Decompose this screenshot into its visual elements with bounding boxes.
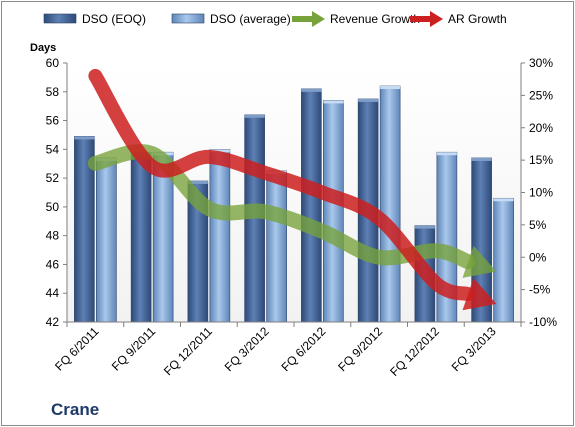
bar-top-dso-eoq-4 — [301, 88, 322, 92]
x-tick-label: FQ 9/2011 — [109, 324, 159, 374]
bar-dso-average-2 — [209, 149, 231, 323]
x-tick-label: FQ 6/2012 — [279, 324, 329, 374]
x-tick-label: FQ 12/2011 — [161, 324, 215, 378]
y2-tick-label: 25% — [529, 88, 553, 102]
y-tick-label: 52 — [46, 171, 60, 185]
y-tick-label: 60 — [46, 56, 60, 70]
bar-dso-average-4 — [323, 100, 344, 323]
legend-swatch-dso-average — [171, 13, 205, 24]
bar-top-dso-average-2 — [209, 149, 230, 153]
legend-label-ar-growth: AR Growth — [448, 12, 507, 26]
y2-tick-label: 30% — [529, 56, 553, 70]
y2-tick-label: 0% — [529, 250, 547, 264]
y-tick-label: 58 — [46, 85, 60, 99]
y-tick-label: 46 — [46, 257, 60, 271]
y2-tick-label: 15% — [529, 153, 553, 167]
x-tick-label: FQ 3/2012 — [222, 324, 272, 374]
bar-dso-eoq-1 — [130, 151, 152, 323]
bar-top-dso-eoq-2 — [187, 180, 208, 184]
y2-tick-label: -5% — [529, 283, 551, 297]
y2-tick-label: 5% — [529, 218, 547, 232]
bar-top-dso-average-7 — [493, 198, 514, 202]
bar-top-dso-average-4 — [323, 100, 344, 104]
x-tick-label: FQ 3/2013 — [449, 324, 499, 374]
y-tick-label: 54 — [46, 142, 60, 156]
y2-tick-label: -10% — [529, 315, 557, 329]
bar-top-dso-eoq-5 — [358, 98, 379, 102]
bar-dso-average-3 — [266, 170, 287, 323]
growth-arrows-layer — [87, 68, 497, 311]
arrow-head-ar-growth — [462, 278, 497, 311]
bar-top-dso-eoq-6 — [414, 225, 435, 229]
arrow-head-revenue-growth — [462, 245, 497, 278]
legend-label-dso-average: DSO (average) — [210, 12, 291, 26]
legend-swatch-dso-eoq — [43, 13, 77, 24]
y2-tick-label: 10% — [529, 186, 553, 200]
x-tick-label: FQ 6/2011 — [52, 324, 102, 374]
bar-dso-average-5 — [379, 85, 401, 323]
y-tick-label: 44 — [46, 286, 60, 300]
bar-top-dso-eoq-7 — [471, 157, 492, 161]
bar-dso-average-0 — [96, 157, 117, 323]
bar-dso-average-7 — [493, 197, 514, 323]
y2-tick-label: 20% — [529, 121, 553, 135]
bar-top-dso-eoq-0 — [74, 136, 95, 140]
legend: DSO (EOQ) DSO (average) Revenue Growth AR G… — [43, 11, 507, 27]
bar-top-dso-average-6 — [436, 152, 457, 156]
x-tick-label: FQ 9/2012 — [335, 324, 385, 374]
y-axis-title: Days — [30, 42, 56, 54]
legend-label-revenue-growth: Revenue Growth — [330, 12, 420, 26]
x-tick-label: FQ 12/2012 — [387, 324, 442, 379]
legend-arrow-head-revenue-growth — [312, 11, 325, 27]
arrow-line-ar-growth — [88, 68, 476, 302]
legend-arrow-head-ar-growth — [430, 11, 443, 27]
y-tick-label: 56 — [46, 114, 60, 128]
y-tick-label: 50 — [46, 200, 60, 214]
legend-label-dso-eoq: DSO (EOQ) — [82, 12, 146, 26]
arrow-line-revenue-growth — [87, 144, 476, 270]
y-tick-label: 42 — [46, 315, 60, 329]
bar-top-dso-average-5 — [380, 86, 401, 90]
y-tick-label: 48 — [46, 229, 60, 243]
company-name: Crane — [51, 400, 99, 419]
bar-top-dso-eoq-3 — [244, 114, 265, 118]
bar-dso-eoq-4 — [301, 88, 322, 323]
